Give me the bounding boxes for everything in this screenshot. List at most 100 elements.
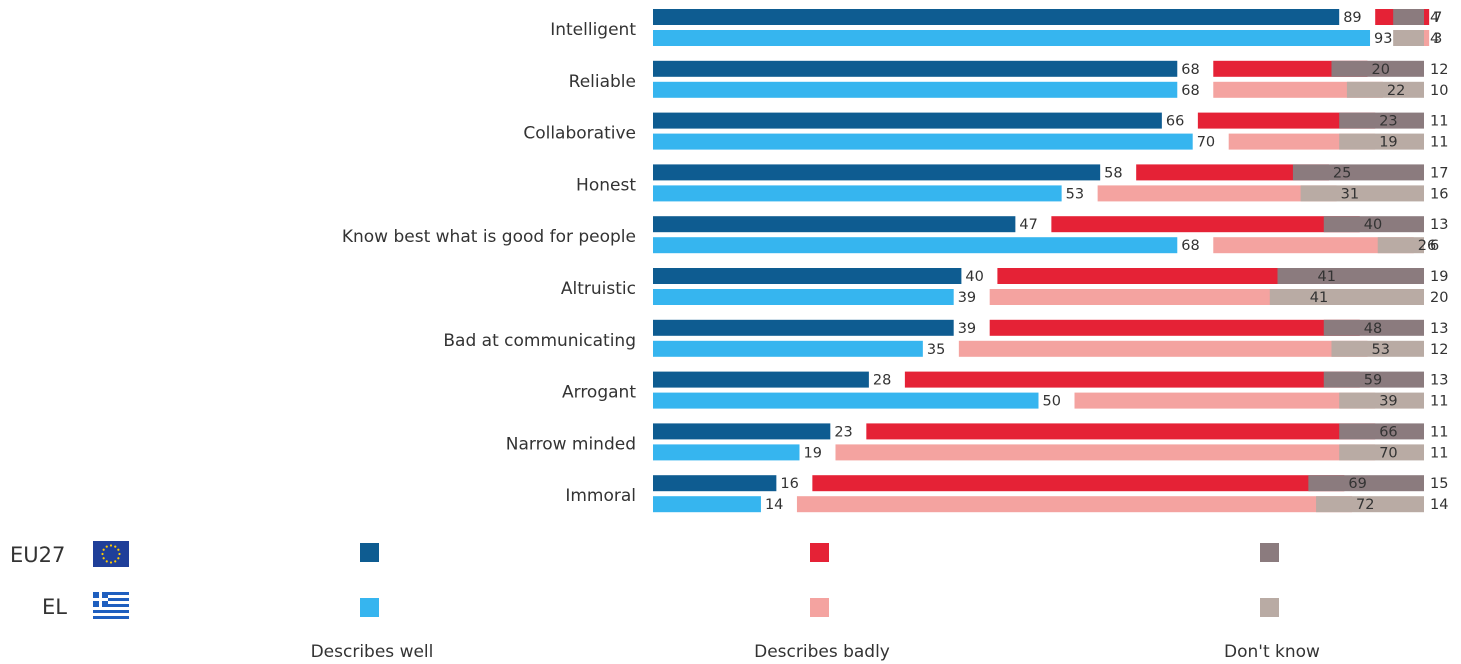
bar-el-dont-know-altruistic [1269, 289, 1424, 305]
legend-row-label-eu27: EU27 [10, 543, 65, 567]
eu-flag-star [114, 545, 117, 548]
value-label-el-describes-badly-bad-at-communicating: 53 [1371, 342, 1389, 358]
legend-swatch-el-describes-badly [810, 598, 829, 617]
value-label-el-describes-well-collaborative: 70 [1197, 135, 1215, 151]
value-label-eu27-dont-know-know-best-what-is-good-for-people: 13 [1430, 217, 1448, 233]
bar-eu27-describes-well-know-best-what-is-good-for-people [653, 216, 1016, 233]
bar-eu27-describes-badly-arrogant [904, 371, 1360, 388]
value-label-el-describes-well-bad-at-communicating: 35 [927, 342, 945, 358]
value-label-el-dont-know-altruistic: 20 [1430, 290, 1448, 306]
value-label-el-describes-well-narrow-minded: 19 [803, 445, 821, 461]
legend-label-describes-well: Describes well [311, 642, 434, 662]
value-label-el-dont-know-know-best-what-is-good-for-people: 6 [1430, 238, 1439, 254]
value-label-el-dont-know-bad-at-communicating: 12 [1430, 342, 1448, 358]
value-label-eu27-describes-badly-bad-at-communicating: 48 [1364, 321, 1382, 337]
bar-el-dont-know-know-best-what-is-good-for-people [1377, 237, 1424, 254]
legend-swatch-eu27-don-t-know [1260, 543, 1279, 562]
eu-flag-icon [93, 541, 129, 567]
bar-el-dont-know-honest [1300, 185, 1424, 202]
category-label-collaborative: Collaborative [523, 124, 636, 144]
bar-el-describes-badly-honest [1097, 185, 1337, 202]
bar-eu27-dont-know-intelligent [1393, 9, 1424, 25]
value-label-el-describes-badly-know-best-what-is-good-for-people: 26 [1418, 238, 1436, 254]
bar-el-describes-well-honest [653, 185, 1062, 202]
eu-flag-star [109, 561, 113, 564]
eu-flag-star [109, 544, 113, 547]
eu-flag-star [102, 548, 105, 551]
bar-eu27-describes-well-immoral [653, 475, 777, 492]
bar-eu27-dont-know-collaborative [1339, 112, 1424, 129]
bar-eu27-dont-know-bad-at-communicating [1323, 319, 1424, 336]
value-label-eu27-describes-badly-altruistic: 41 [1318, 269, 1336, 285]
eu-flag-star [118, 552, 121, 556]
value-label-eu27-dont-know-narrow-minded: 11 [1430, 424, 1448, 440]
value-label-eu27-describes-well-honest: 58 [1104, 165, 1122, 181]
bar-eu27-describes-badly-honest [1136, 164, 1329, 181]
value-label-eu27-describes-badly-intelligent: 7 [1433, 10, 1442, 26]
bar-el-describes-badly-know-best-what-is-good-for-people [1213, 237, 1414, 254]
legend-swatch-eu27-describes-badly [810, 543, 829, 562]
legend-label-describes-badly: Describes badly [754, 642, 890, 662]
legend-swatch-eu27-describes-well [360, 543, 379, 562]
bar-el-describes-badly-immoral [796, 496, 1353, 513]
bar-el-describes-well-narrow-minded [653, 444, 800, 461]
bar-el-describes-well-altruistic [653, 289, 954, 305]
value-label-eu27-describes-badly-immoral: 69 [1348, 476, 1366, 492]
value-label-el-dont-know-arrogant: 11 [1430, 394, 1448, 410]
eu-flag-star [117, 548, 120, 551]
bar-el-describes-well-reliable [653, 81, 1178, 98]
bar-el-dont-know-immoral [1316, 496, 1424, 513]
bar-eu27-dont-know-arrogant [1323, 371, 1424, 388]
bar-eu27-describes-well-narrow-minded [653, 423, 831, 440]
value-label-el-describes-badly-intelligent: 3 [1433, 31, 1442, 47]
value-label-eu27-describes-well-narrow-minded: 23 [834, 424, 852, 440]
category-label-know-best-what-is-good-for-people: Know best what is good for people [342, 227, 636, 247]
bar-el-describes-badly-reliable [1213, 81, 1383, 98]
value-label-eu27-dont-know-bad-at-communicating: 13 [1430, 321, 1448, 337]
category-labels: Intelligent Reliable Collaborative Honest Kn… [342, 20, 636, 506]
bars [653, 9, 1430, 513]
legend-swatch-el-don-t-know [1260, 598, 1279, 617]
bar-el-describes-badly-bad-at-communicating [958, 340, 1368, 357]
bar-el-describes-badly-arrogant [1074, 392, 1376, 409]
value-label-eu27-describes-well-know-best-what-is-good-for-people: 47 [1019, 217, 1037, 233]
legend: EU27 EL Describes well Describes badly D… [10, 541, 1320, 662]
value-label-eu27-describes-badly-know-best-what-is-good-for-people: 40 [1364, 217, 1382, 233]
value-label-eu27-describes-well-bad-at-communicating: 39 [958, 321, 976, 337]
eu-flag-star [102, 557, 105, 560]
value-label-el-dont-know-narrow-minded: 11 [1430, 445, 1448, 461]
category-label-narrow-minded: Narrow minded [506, 434, 636, 454]
value-label-eu27-dont-know-intelligent: 4 [1430, 10, 1439, 26]
value-label-eu27-dont-know-altruistic: 19 [1430, 269, 1448, 285]
bar-eu27-describes-badly-collaborative [1197, 112, 1376, 129]
value-label-eu27-dont-know-reliable: 12 [1430, 62, 1448, 78]
value-label-eu27-dont-know-honest: 17 [1430, 165, 1448, 181]
bar-el-dont-know-bad-at-communicating [1331, 340, 1424, 357]
value-label-eu27-describes-badly-narrow-minded: 66 [1379, 424, 1397, 440]
value-label-el-describes-badly-immoral: 72 [1356, 497, 1374, 513]
value-label-eu27-describes-well-arrogant: 28 [873, 373, 891, 389]
eu-flag-star [117, 557, 120, 560]
bar-el-describes-well-immoral [653, 496, 761, 513]
value-label-el-describes-well-reliable: 68 [1181, 83, 1199, 99]
bar-eu27-dont-know-narrow-minded [1339, 423, 1424, 440]
value-label-eu27-dont-know-immoral: 15 [1430, 476, 1448, 492]
category-label-altruistic: Altruistic [561, 279, 636, 299]
bar-eu27-describes-badly-reliable [1213, 60, 1368, 77]
bar-el-dont-know-reliable [1346, 81, 1424, 98]
bar-eu27-describes-well-bad-at-communicating [653, 319, 954, 336]
value-label-eu27-describes-well-reliable: 68 [1181, 62, 1199, 78]
value-label-el-dont-know-honest: 16 [1430, 186, 1448, 202]
category-label-intelligent: Intelligent [550, 20, 636, 40]
value-label-eu27-describes-well-altruistic: 40 [965, 269, 983, 285]
value-label-el-describes-badly-arrogant: 39 [1379, 394, 1397, 410]
bar-eu27-describes-well-reliable [653, 60, 1178, 77]
bar-eu27-describes-badly-bad-at-communicating [989, 319, 1360, 336]
bar-el-dont-know-intelligent [1393, 30, 1424, 46]
bar-eu27-describes-badly-narrow-minded [866, 423, 1376, 440]
bar-el-dont-know-narrow-minded [1339, 444, 1424, 461]
value-label-el-dont-know-reliable: 10 [1430, 83, 1448, 99]
value-label-el-describes-badly-reliable: 22 [1387, 83, 1405, 99]
value-label-el-describes-well-altruistic: 39 [958, 290, 976, 306]
